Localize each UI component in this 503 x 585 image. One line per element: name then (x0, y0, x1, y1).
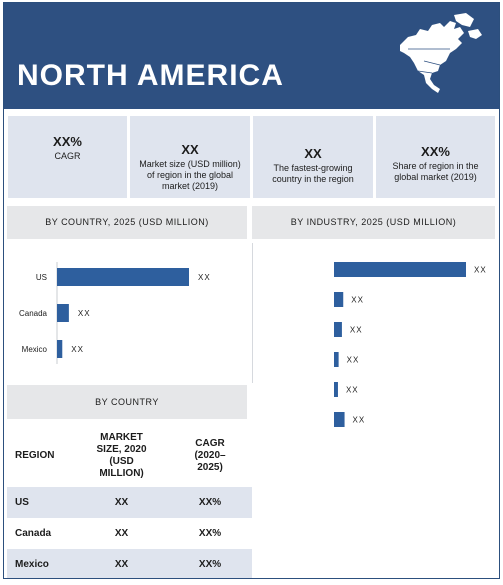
region-cell: Mexico (7, 549, 76, 578)
bar (57, 340, 63, 358)
table-header-row: REGION MARKET SIZE, 2020 (USD MILLION) C… (7, 425, 252, 487)
data-label: XX (474, 266, 487, 275)
bar (57, 268, 189, 286)
bar (334, 322, 342, 337)
column-header-cagr: CAGR (2020–2025) (194, 438, 226, 473)
kpi-row: XX% CAGR XX Market size (USD million) of… (4, 109, 499, 202)
kpi-value: XX% (53, 134, 82, 149)
kpi-value: XX (181, 142, 199, 157)
kpi-value: XX (304, 146, 322, 161)
by-industry-chart-heading: BY INDUSTRY, 2025 (USD MILLION) (252, 206, 495, 239)
cagr-cell: XX% (168, 487, 252, 518)
kpi-fastest-growing: XX The fastest-growing country in the re… (253, 116, 373, 198)
market-size-cell: XX (114, 528, 129, 539)
kpi-label: CAGR (54, 151, 81, 161)
region-cell: Canada (15, 528, 52, 539)
chart-divider (252, 243, 253, 383)
column-header-market-size: MARKET SIZE, 2020 (USD MILLION) (96, 432, 147, 479)
bar (334, 352, 339, 367)
data-label: XX (350, 326, 363, 335)
category-label: Mexico (22, 345, 48, 354)
bar (334, 382, 338, 397)
market-size-cell: XX (75, 549, 169, 578)
kpi-label: Share of region in the global market (20… (392, 161, 479, 182)
by-country-chart-heading: BY COUNTRY, 2025 (USD MILLION) (7, 206, 247, 239)
infographic-frame: NORTH AMERICA XX% CAGR XX Market size (U… (3, 2, 500, 579)
data-label: XX (78, 309, 91, 318)
data-label: XX (351, 296, 364, 305)
market-size-cell: XX (75, 487, 169, 518)
cagr-cell: XX% (198, 528, 222, 539)
by-industry-chart-svg: XX XX XX XX XX XX (334, 262, 487, 427)
bar (334, 262, 466, 277)
header-banner: NORTH AMERICA (4, 3, 499, 109)
data-label: XX (198, 273, 211, 282)
by-country-chart: US XX Canada XX Mexico XX (7, 243, 247, 378)
cagr-cell: XX% (168, 549, 252, 578)
data-label: XX (346, 386, 359, 395)
kpi-label: The fastest-growing country in the regio… (272, 163, 354, 184)
category-label: US (36, 273, 47, 282)
category-label: Canada (19, 309, 48, 318)
by-country-chart-svg: US XX Canada XX Mexico XX (19, 262, 211, 364)
by-country-table-heading: BY COUNTRY (7, 385, 247, 419)
table-row: Canada XX XX% (7, 518, 252, 549)
kpi-region-share: XX% Share of region in the global market… (376, 116, 495, 198)
kpi-value: XX% (421, 144, 450, 159)
country-table: REGION MARKET SIZE, 2020 (USD MILLION) C… (7, 425, 252, 578)
data-label: XX (71, 345, 84, 354)
table-row: US XX XX% (7, 487, 252, 518)
kpi-market-size: XX Market size (USD million) of region i… (130, 116, 250, 198)
bar (334, 292, 344, 307)
bar (334, 412, 345, 427)
kpi-cagr: XX% CAGR (8, 116, 127, 198)
by-industry-chart: XX XX XX XX XX XX (254, 243, 495, 438)
kpi-label: Market size (USD million) of region in t… (139, 159, 241, 191)
bar (57, 304, 69, 322)
data-label: XX (347, 356, 360, 365)
data-label: XX (353, 416, 366, 425)
table-row: Mexico XX XX% (7, 549, 252, 578)
column-header-region: REGION (15, 450, 55, 461)
north-america-map-icon (400, 13, 482, 93)
table-bottom-rule (7, 578, 252, 579)
region-title: NORTH AMERICA (17, 59, 284, 92)
region-cell: US (7, 487, 76, 518)
